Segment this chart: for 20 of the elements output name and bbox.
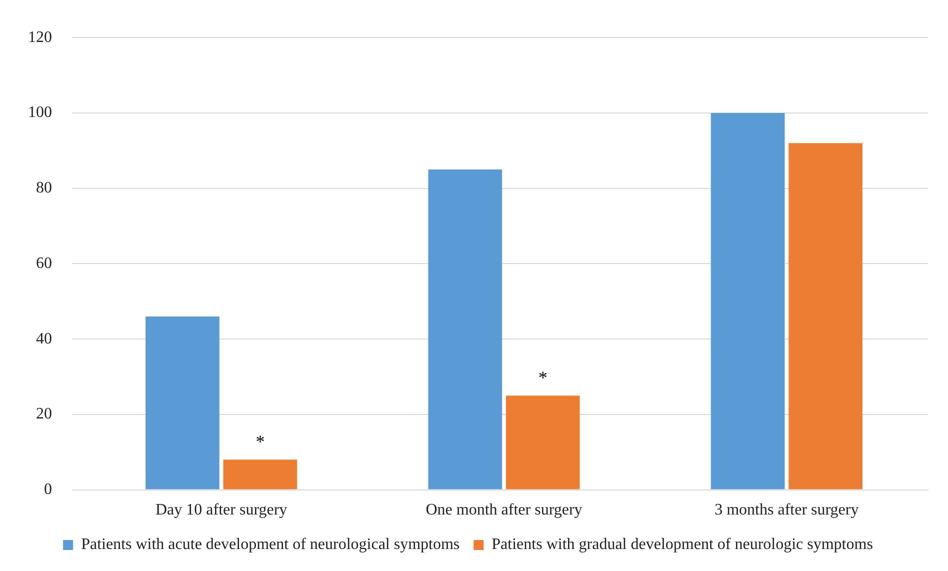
- annotation: *: [256, 431, 265, 452]
- x-tick-label: Day 10 after surgery: [156, 502, 288, 519]
- bar: [223, 460, 298, 490]
- legend-label: Patients with gradual development of neurologic symptoms: [492, 536, 873, 554]
- y-tick-label: 120: [28, 28, 52, 46]
- x-tick-label: 3 months after surgery: [714, 502, 859, 519]
- y-tick-label: 80: [36, 180, 52, 197]
- bar: [506, 396, 580, 490]
- x-tick-label: One month after surgery: [426, 502, 582, 519]
- y-tick-label: 40: [36, 330, 52, 348]
- legend-label: Patients with acute development of neurological symptoms: [81, 536, 460, 554]
- bar: [710, 112, 785, 490]
- y-tick-label: 20: [36, 406, 52, 423]
- y-tick-label: 0: [44, 481, 52, 498]
- annotation: *: [538, 367, 548, 388]
- bar: [146, 316, 220, 490]
- bar: [788, 143, 862, 490]
- bar: [428, 169, 502, 490]
- y-tick-label: 60: [36, 254, 52, 272]
- y-tick-label: 100: [28, 104, 52, 122]
